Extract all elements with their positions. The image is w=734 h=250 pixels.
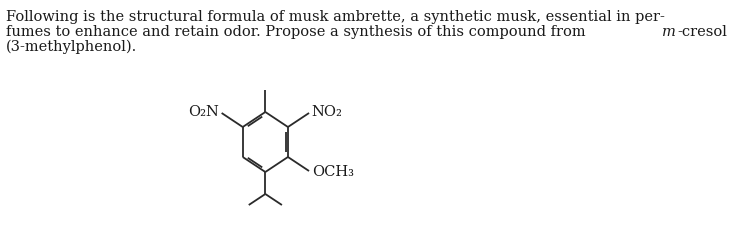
- Text: OCH₃: OCH₃: [312, 165, 354, 179]
- Text: O₂N: O₂N: [188, 105, 219, 119]
- Text: Following is the structural formula of musk ambrette, a synthetic musk, essentia: Following is the structural formula of m…: [6, 10, 665, 24]
- Text: m: m: [662, 25, 676, 39]
- Text: fumes to enhance and retain odor. Propose a synthesis of this compound from: fumes to enhance and retain odor. Propos…: [6, 25, 590, 39]
- Text: NO₂: NO₂: [312, 105, 343, 119]
- Text: -cresol: -cresol: [677, 25, 727, 39]
- Text: (3-methylphenol).: (3-methylphenol).: [6, 40, 137, 54]
